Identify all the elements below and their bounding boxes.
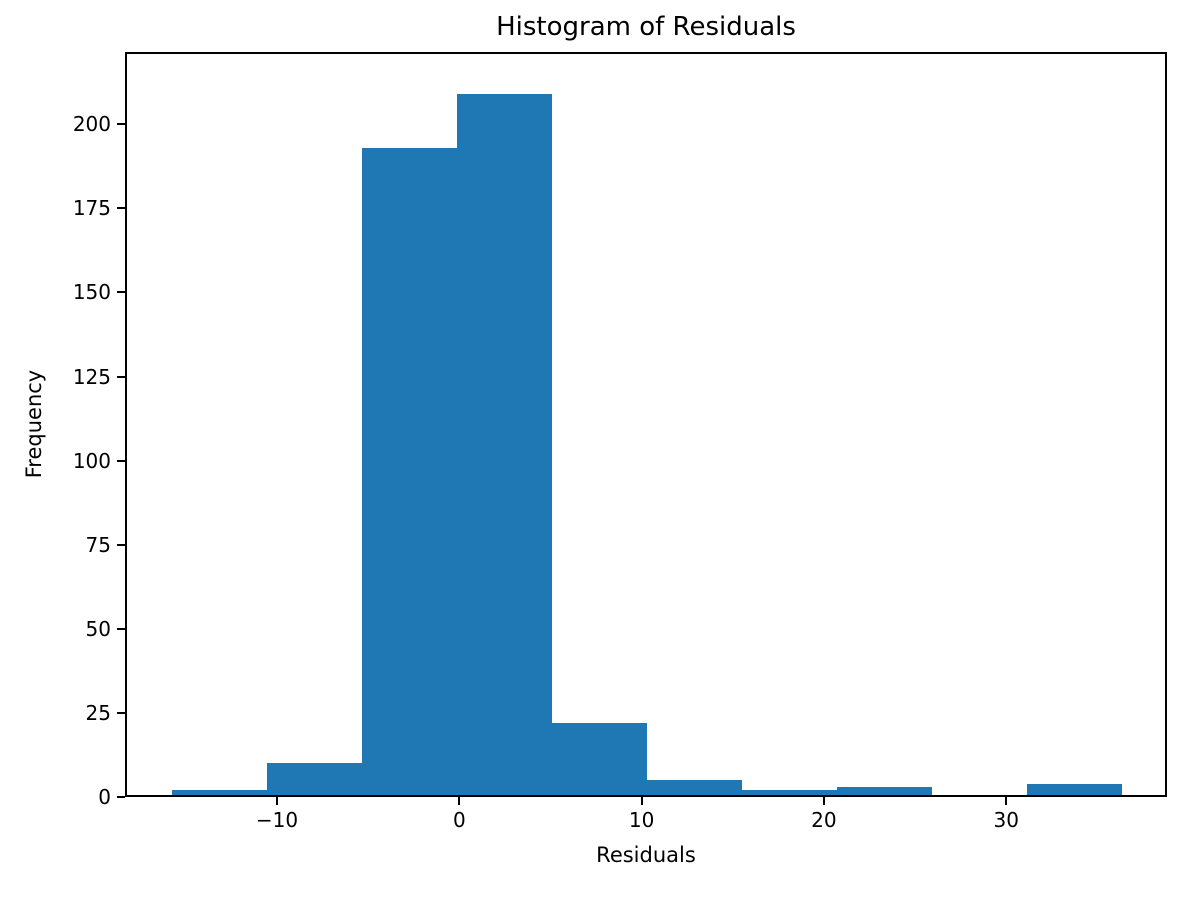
histogram-bar — [361, 147, 457, 797]
bars-layer — [125, 52, 1167, 797]
y-tick — [117, 543, 125, 546]
x-tick-label: 0 — [452, 808, 466, 832]
y-tick — [117, 375, 125, 378]
x-tick-label: 30 — [993, 808, 1019, 832]
histogram-bar — [742, 790, 838, 797]
y-tick-label: 75 — [85, 532, 111, 557]
x-tick-label: 20 — [811, 808, 837, 832]
histogram-bar — [647, 780, 743, 797]
x-tick — [822, 797, 825, 805]
y-tick — [117, 291, 125, 294]
x-tick — [1005, 797, 1008, 805]
plot-area — [125, 52, 1167, 797]
y-tick — [117, 207, 125, 210]
x-tick-label: 10 — [628, 808, 655, 832]
y-tick — [117, 123, 125, 126]
y-tick-label: 100 — [72, 448, 111, 473]
histogram-bar — [456, 94, 552, 797]
chart-title: Histogram of Residuals — [496, 12, 796, 42]
y-tick — [117, 459, 125, 462]
histogram-bar — [551, 723, 648, 797]
y-tick-label: 200 — [72, 112, 111, 137]
x-tick — [276, 797, 279, 805]
x-tick — [458, 797, 461, 805]
histogram-bar — [266, 763, 362, 797]
y-tick-label: 175 — [72, 196, 111, 221]
histogram-bar — [837, 786, 933, 797]
y-tick — [117, 711, 125, 714]
x-tick-label: −10 — [255, 808, 299, 832]
x-axis-label: Residuals — [596, 843, 696, 867]
y-tick-label: 150 — [72, 280, 111, 305]
histogram-bar — [1027, 783, 1123, 797]
x-tick — [640, 797, 643, 805]
y-tick — [117, 796, 125, 798]
y-tick-label: 50 — [85, 616, 111, 641]
y-tick — [117, 627, 125, 630]
y-tick-label: 0 — [98, 785, 111, 809]
histogram-bar — [171, 790, 267, 797]
y-tick-label: 125 — [72, 364, 111, 389]
y-tick-label: 25 — [85, 700, 111, 725]
